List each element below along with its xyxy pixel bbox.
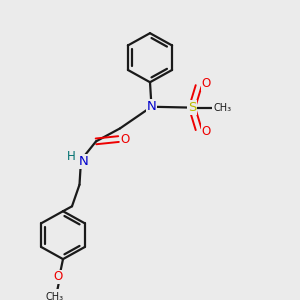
Text: CH₃: CH₃ bbox=[46, 292, 64, 300]
Text: O: O bbox=[54, 271, 63, 284]
Text: O: O bbox=[121, 133, 130, 146]
Text: CH₃: CH₃ bbox=[213, 103, 231, 112]
Text: O: O bbox=[202, 77, 211, 90]
Text: O: O bbox=[202, 125, 211, 138]
Text: H: H bbox=[67, 150, 76, 163]
Text: S: S bbox=[188, 101, 196, 114]
Text: N: N bbox=[147, 100, 156, 113]
Text: N: N bbox=[79, 155, 88, 168]
